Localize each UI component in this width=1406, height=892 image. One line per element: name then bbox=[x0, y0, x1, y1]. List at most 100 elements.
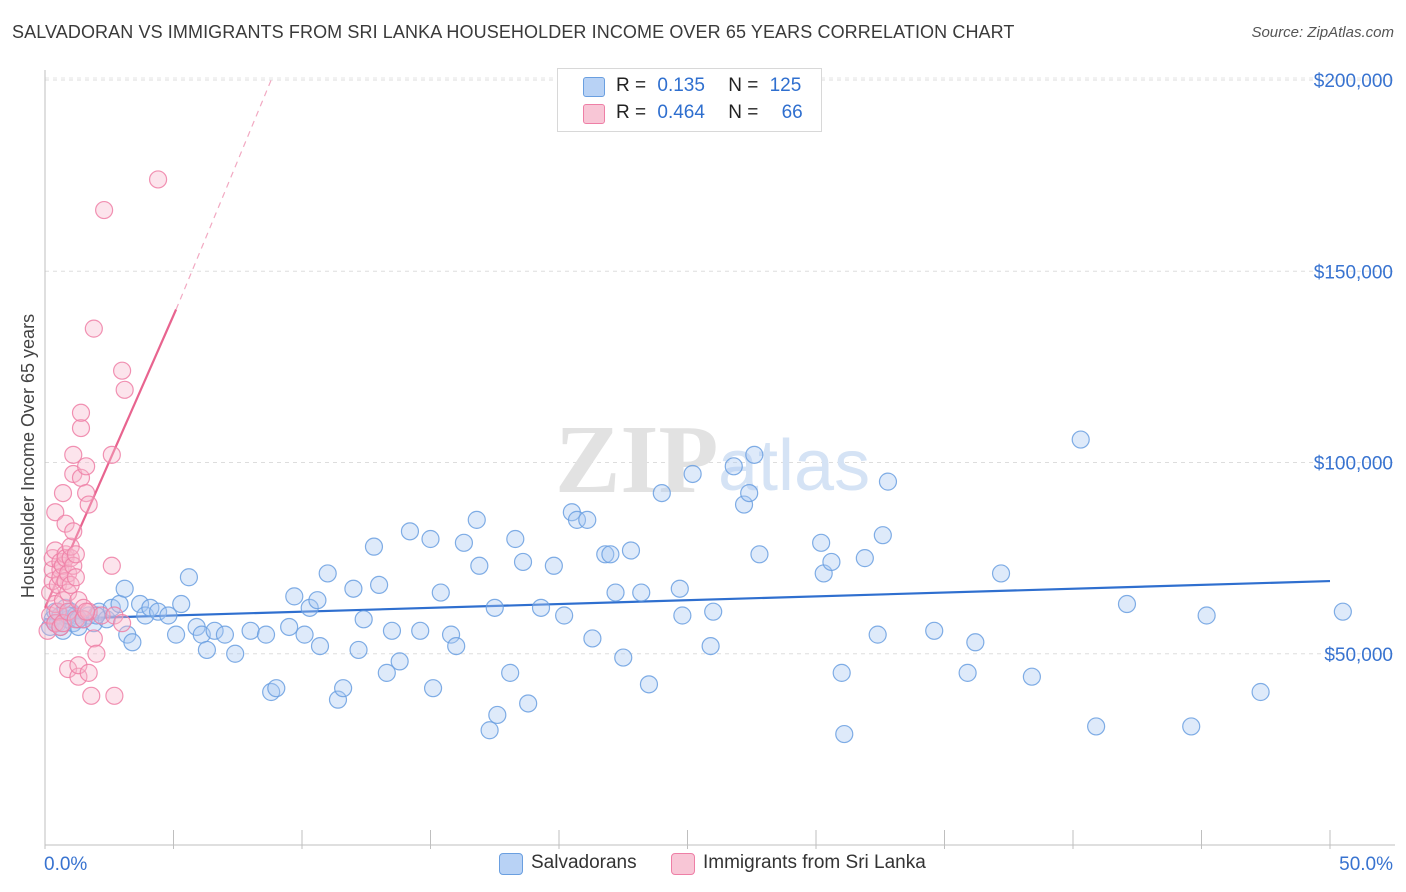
legend-r-label: R = bbox=[616, 75, 647, 96]
sri-lanka-point bbox=[84, 629, 103, 648]
salvadoran-point bbox=[454, 533, 474, 552]
salvadoran-point bbox=[750, 545, 769, 564]
salvadoran-point bbox=[506, 529, 525, 549]
legend-r-label: R = bbox=[616, 102, 647, 123]
sri-lanka-point bbox=[59, 602, 78, 621]
salvadoran-point bbox=[868, 625, 887, 644]
trend-lines bbox=[43, 79, 1331, 621]
series-sri-lanka bbox=[38, 170, 168, 705]
salvadoran-point bbox=[1022, 667, 1041, 686]
salvadoran-point bbox=[683, 464, 702, 484]
salvadoran-point bbox=[267, 679, 286, 698]
salvadoran-point bbox=[280, 617, 299, 637]
sri-lanka-point bbox=[77, 484, 96, 503]
salvadoran-point bbox=[421, 529, 440, 549]
salvadoran-point bbox=[855, 549, 874, 568]
salvadoran-point bbox=[308, 591, 327, 610]
salvadoran-point bbox=[1087, 717, 1106, 736]
salvadoran-point bbox=[812, 533, 831, 552]
sri-lanka-point bbox=[59, 659, 78, 679]
x-tick-label: 0.0% bbox=[44, 854, 87, 875]
chart-title: SALVADORAN VS IMMIGRANTS FROM SRI LANKA … bbox=[12, 22, 1015, 42]
salvadoran-point bbox=[740, 484, 759, 503]
watermark-zip: ZIP bbox=[555, 406, 718, 514]
salvadoran-point bbox=[300, 598, 319, 617]
salvadoran-point bbox=[544, 556, 563, 575]
trend-line-salvadorans bbox=[44, 579, 1331, 621]
watermark: ZIP atlas bbox=[555, 406, 870, 514]
salvadoran-point bbox=[1071, 430, 1090, 449]
y-tick-label: $50,000 bbox=[1324, 645, 1393, 666]
y-tick-label: $150,000 bbox=[1314, 262, 1393, 283]
salvadoran-point bbox=[614, 648, 633, 667]
salvadoran-point bbox=[344, 579, 363, 598]
salvadoran-point bbox=[704, 602, 723, 621]
trend-line-sri-lanka-extension bbox=[175, 79, 272, 310]
salvadoran-point bbox=[701, 636, 720, 656]
legend-n-value: 125 bbox=[769, 75, 802, 96]
salvadoran-point bbox=[431, 583, 450, 602]
salvadoran-point bbox=[172, 594, 191, 614]
salvadoran-point bbox=[334, 679, 353, 698]
sri-lanka-point bbox=[84, 319, 103, 338]
sri-lanka-point bbox=[148, 170, 168, 189]
y-axis-label: Householder Income Over 65 years bbox=[18, 314, 38, 598]
salvadoran-point bbox=[390, 652, 409, 671]
salvadoran-point bbox=[467, 510, 486, 529]
salvadoran-point bbox=[822, 552, 841, 572]
salvadoran-point bbox=[873, 526, 892, 545]
source-label: Source: ZipAtlas.com bbox=[1251, 24, 1394, 41]
sri-lanka-point bbox=[66, 568, 85, 587]
y-tick-label: $100,000 bbox=[1314, 454, 1393, 475]
salvadoran-point bbox=[310, 636, 330, 656]
sri-lanka-point bbox=[71, 403, 91, 422]
sri-lanka-point bbox=[102, 445, 121, 464]
salvadoran-point bbox=[148, 602, 168, 621]
salvadoran-point bbox=[447, 636, 466, 656]
salvadoran-point bbox=[531, 598, 551, 617]
salvadoran-point bbox=[166, 625, 186, 644]
salvadoran-point bbox=[835, 724, 854, 744]
x-tick-label: 50.0% bbox=[1339, 854, 1393, 875]
salvadoran-point bbox=[670, 579, 689, 598]
sri-lanka-point bbox=[77, 457, 96, 476]
salvadoran-point bbox=[349, 640, 368, 660]
bottom-legend-label: Salvadorans bbox=[531, 852, 637, 873]
salvadoran-point bbox=[734, 495, 754, 514]
salvadoran-point bbox=[601, 545, 620, 564]
sri-lanka-point bbox=[92, 606, 111, 625]
sri-lanka-point bbox=[79, 663, 98, 682]
salvadoran-point bbox=[1117, 594, 1137, 614]
salvadoran-point bbox=[925, 621, 944, 640]
salvadoran-point bbox=[519, 694, 538, 713]
sri-lanka-point bbox=[112, 361, 132, 380]
sri-lanka-point bbox=[53, 484, 73, 503]
salvadoran-point bbox=[480, 721, 499, 740]
legend-r-value: 0.135 bbox=[657, 75, 705, 96]
salvadoran-point bbox=[1251, 682, 1270, 702]
salvadoran-point bbox=[832, 663, 851, 682]
salvadoran-point bbox=[205, 621, 224, 640]
salvadoran-point bbox=[382, 621, 402, 640]
salvadoran-point bbox=[159, 606, 178, 625]
salvadoran-point bbox=[578, 510, 597, 529]
salvadoran-point bbox=[400, 522, 420, 541]
sri-lanka-point bbox=[82, 686, 101, 705]
salvadoran-point bbox=[377, 663, 396, 682]
salvadoran-point bbox=[423, 679, 443, 698]
salvadoran-point bbox=[130, 594, 150, 614]
salvadoran-point bbox=[724, 457, 743, 476]
salvadoran-point bbox=[621, 541, 641, 560]
legend-n-label: N = bbox=[728, 102, 759, 123]
sri-lanka-point bbox=[46, 541, 65, 560]
legend-n-label: N = bbox=[728, 75, 759, 96]
sri-lanka-point bbox=[69, 656, 88, 675]
salvadoran-point bbox=[123, 633, 142, 652]
salvadoran-point bbox=[596, 545, 615, 564]
sri-lanka-point bbox=[46, 503, 65, 522]
sri-lanka-point bbox=[77, 602, 96, 621]
salvadoran-point bbox=[878, 472, 898, 491]
salvadoran-point bbox=[470, 556, 489, 575]
salvadoran-point bbox=[485, 598, 504, 617]
